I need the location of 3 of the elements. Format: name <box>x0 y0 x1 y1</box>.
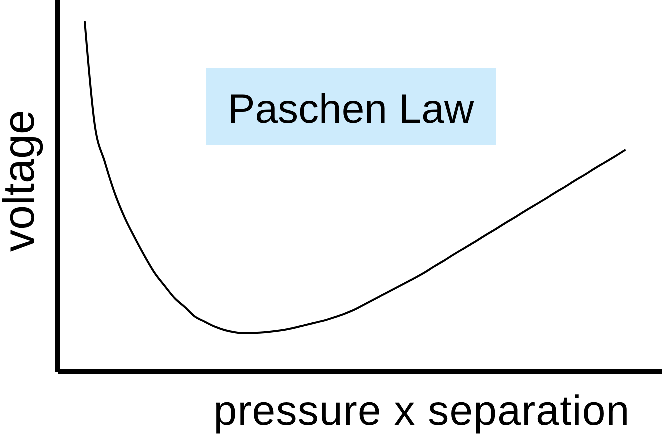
text: Paschen Law <box>228 86 474 132</box>
y-axis-title: voltage <box>0 110 44 252</box>
x-axis-title: pressure x separation <box>214 387 630 434</box>
